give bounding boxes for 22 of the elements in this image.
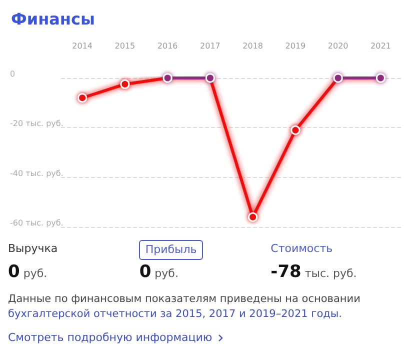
y-tick-label: -60 тыс. руб. bbox=[10, 218, 64, 228]
text: 0 руб. bbox=[8, 262, 48, 282]
y-tick-label: -20 тыс. руб. bbox=[10, 119, 64, 128]
x-tick-label: 2016 bbox=[157, 42, 178, 50]
x-tick-label: 2017 bbox=[200, 42, 220, 50]
text: Прибыль bbox=[139, 240, 203, 260]
text: -78 тыс. руб. bbox=[270, 262, 358, 282]
x-tick-label: 2018 bbox=[242, 42, 263, 50]
y-tick-label: 0 bbox=[10, 70, 16, 78]
y-tick-label: -40 тыс. руб. bbox=[10, 168, 64, 178]
x-tick-label: 2021 bbox=[370, 42, 391, 50]
x-tick-label: 2015 bbox=[114, 42, 136, 50]
text: Смотреть подробную информацию bbox=[8, 331, 212, 344]
text: Данные по финансовым показателям приведены на основании bbox=[8, 293, 360, 305]
chart-title: Финансы bbox=[11, 10, 95, 28]
x-tick-label: 2014 bbox=[72, 42, 92, 50]
text: 0 руб. bbox=[139, 262, 180, 282]
x-tick-label: 2019 bbox=[285, 42, 306, 50]
text: бухгалтерской отчетности за 2015, 2017 и 2019–2021 годы. bbox=[8, 308, 342, 320]
text: Выручка bbox=[8, 242, 58, 255]
text: Стоимость bbox=[270, 242, 333, 255]
x-tick-label: 2020 bbox=[328, 42, 348, 50]
